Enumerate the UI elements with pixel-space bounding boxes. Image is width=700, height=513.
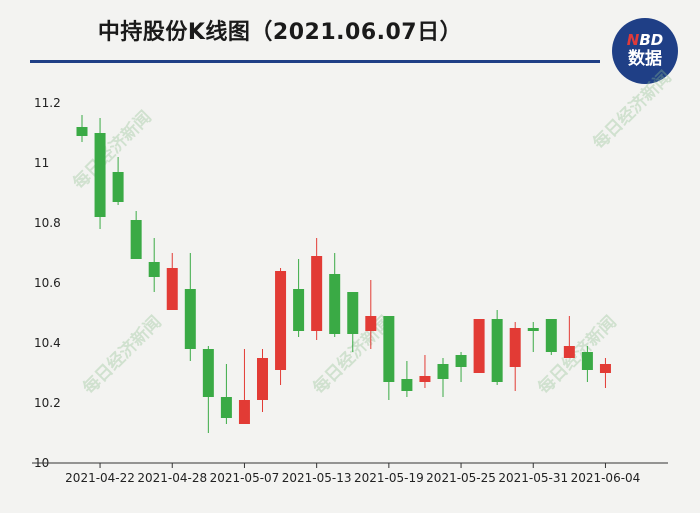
candle-body: [166, 268, 178, 310]
candle-body: [184, 289, 196, 349]
x-tick-label: 2021-04-28: [137, 471, 207, 485]
candle: [473, 319, 485, 373]
candle-body: [599, 364, 611, 373]
candle: [130, 211, 142, 259]
candle: [166, 253, 178, 310]
watermark-text: 每日经济新闻: [589, 67, 676, 154]
candle: [311, 238, 323, 340]
candle-body: [491, 319, 503, 382]
candle-body: [383, 316, 395, 382]
x-tick-label: 2021-05-07: [210, 471, 280, 485]
candle-body: [329, 274, 341, 334]
candle-body: [509, 328, 521, 367]
x-tick-label: 2021-05-19: [354, 471, 424, 485]
chart-title: 中持股份K线图（2021.06.07日）: [97, 20, 463, 45]
candle-body: [347, 292, 359, 334]
y-tick-label: 10.8: [34, 216, 61, 230]
candle-body: [545, 319, 557, 352]
candle-body: [238, 400, 250, 424]
y-tick-label: 10.4: [34, 336, 61, 350]
candle: [491, 310, 503, 385]
candle: [184, 253, 196, 361]
candle: [148, 238, 160, 292]
candle: [509, 322, 521, 391]
y-tick-label: 10.2: [34, 396, 61, 410]
x-axis: 2021-04-22 2021-04-28 2021-05-07 2021-05-13…: [32, 462, 668, 485]
logo-text: 数据: [628, 49, 662, 69]
candle: [419, 355, 431, 388]
candle-body: [112, 172, 124, 202]
y-tick-label: 11.2: [34, 96, 61, 110]
title-underline: [30, 60, 600, 63]
candle: [581, 346, 593, 382]
candle: [455, 352, 467, 382]
x-tick-label: 2021-05-13: [282, 471, 352, 485]
candle: [202, 346, 214, 433]
candle-body: [455, 355, 467, 367]
candle-body: [220, 397, 232, 418]
watermark-text: 每日经济新闻: [79, 312, 166, 399]
candle-body: [311, 256, 323, 331]
candle-body: [419, 376, 431, 382]
candle-body: [293, 289, 305, 331]
candle: [293, 259, 305, 337]
x-tick-label: 2021-05-31: [498, 471, 568, 485]
candle-body: [94, 133, 106, 217]
candle: [599, 358, 611, 388]
candle: [220, 364, 232, 424]
candles-layer: [76, 115, 611, 433]
candle-body: [581, 352, 593, 370]
candle-body: [148, 262, 160, 277]
candle: [257, 349, 268, 412]
candle: [383, 316, 395, 400]
y-tick-label: 11: [34, 156, 49, 170]
candle: [112, 157, 124, 205]
y-tick-label: 10.6: [34, 276, 61, 290]
candle: [275, 268, 287, 385]
x-tick-label: 2021-06-04: [571, 471, 641, 485]
candle: [76, 115, 88, 142]
candle: [365, 280, 377, 349]
candle: [563, 316, 575, 358]
logo-accent-letter: N: [626, 31, 640, 49]
logo-mark: NBD: [627, 32, 663, 48]
candle: [329, 253, 341, 337]
candle: [401, 361, 413, 397]
candle: [527, 322, 539, 352]
candle-body: [365, 316, 377, 331]
candle: [347, 292, 359, 352]
nbd-logo: NBD 数据: [612, 18, 678, 84]
candle-body: [275, 271, 287, 370]
candle-body: [202, 349, 214, 397]
candle: [94, 118, 106, 229]
candle-body: [527, 328, 539, 331]
candle-body: [473, 319, 485, 373]
candle: [437, 358, 449, 397]
x-tick-label: 2021-04-22: [65, 471, 135, 485]
logo-letters: BD: [639, 31, 664, 49]
candle-body: [257, 358, 268, 400]
candle: [238, 349, 250, 424]
x-tick-label: 2021-05-25: [426, 471, 496, 485]
candle-body: [437, 364, 449, 379]
candle-body: [76, 127, 88, 136]
candle: [545, 319, 557, 355]
candle-body: [130, 220, 142, 259]
candle-body: [401, 379, 413, 391]
candle-body: [563, 346, 575, 358]
